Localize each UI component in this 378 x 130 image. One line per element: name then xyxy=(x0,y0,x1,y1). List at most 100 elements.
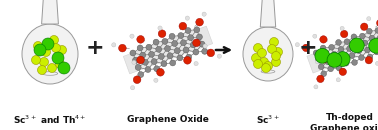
Circle shape xyxy=(367,54,373,60)
Circle shape xyxy=(207,49,215,57)
Circle shape xyxy=(302,44,310,52)
Circle shape xyxy=(132,60,136,64)
Circle shape xyxy=(178,33,184,38)
Circle shape xyxy=(327,53,342,67)
Circle shape xyxy=(146,44,152,50)
Circle shape xyxy=(137,35,144,43)
Circle shape xyxy=(199,41,205,47)
Circle shape xyxy=(356,48,362,54)
Circle shape xyxy=(338,46,344,52)
Circle shape xyxy=(251,54,260,63)
Circle shape xyxy=(151,59,157,64)
Circle shape xyxy=(196,18,203,26)
Circle shape xyxy=(372,42,377,48)
Circle shape xyxy=(190,42,196,48)
Circle shape xyxy=(362,40,368,46)
Circle shape xyxy=(263,61,273,70)
Circle shape xyxy=(186,54,192,60)
Circle shape xyxy=(203,44,207,48)
Circle shape xyxy=(42,38,54,50)
Circle shape xyxy=(359,55,364,60)
Circle shape xyxy=(315,60,319,64)
Circle shape xyxy=(37,66,46,74)
Circle shape xyxy=(130,86,135,90)
Polygon shape xyxy=(307,27,378,73)
Circle shape xyxy=(349,38,364,53)
Circle shape xyxy=(217,54,222,58)
Circle shape xyxy=(375,28,378,33)
Circle shape xyxy=(158,30,166,38)
Text: Sc$^{3+}$ and Th$^{4+}$: Sc$^{3+}$ and Th$^{4+}$ xyxy=(13,114,87,126)
Circle shape xyxy=(343,60,349,66)
Circle shape xyxy=(329,44,335,50)
Circle shape xyxy=(375,61,378,66)
Circle shape xyxy=(138,72,144,77)
Circle shape xyxy=(359,33,365,39)
Circle shape xyxy=(154,78,158,82)
Circle shape xyxy=(137,45,143,51)
Text: +: + xyxy=(299,38,317,58)
Circle shape xyxy=(364,47,370,53)
Circle shape xyxy=(174,48,180,54)
Circle shape xyxy=(158,54,164,60)
Circle shape xyxy=(257,48,266,57)
Circle shape xyxy=(193,39,200,47)
Circle shape xyxy=(149,51,155,57)
Circle shape xyxy=(373,40,378,47)
Circle shape xyxy=(341,30,348,38)
Circle shape xyxy=(352,60,358,65)
Circle shape xyxy=(185,28,191,33)
Circle shape xyxy=(112,43,116,47)
Circle shape xyxy=(336,65,342,71)
Circle shape xyxy=(145,67,151,73)
Circle shape xyxy=(58,62,70,74)
Circle shape xyxy=(254,60,262,69)
Circle shape xyxy=(170,60,176,66)
Circle shape xyxy=(167,53,173,59)
Circle shape xyxy=(169,33,175,39)
Circle shape xyxy=(318,64,324,70)
Circle shape xyxy=(339,68,347,76)
Circle shape xyxy=(194,27,200,33)
Ellipse shape xyxy=(22,24,78,84)
Circle shape xyxy=(366,28,372,34)
Circle shape xyxy=(328,66,333,72)
Circle shape xyxy=(262,63,271,73)
Text: Graphene Oxide: Graphene Oxide xyxy=(127,115,209,125)
Circle shape xyxy=(31,56,40,64)
Circle shape xyxy=(143,59,148,65)
Circle shape xyxy=(271,51,280,60)
Circle shape xyxy=(52,52,64,64)
Circle shape xyxy=(179,22,187,30)
Circle shape xyxy=(316,57,322,63)
Circle shape xyxy=(133,76,141,84)
Circle shape xyxy=(164,46,170,51)
Circle shape xyxy=(193,49,199,55)
Circle shape xyxy=(184,57,191,64)
Circle shape xyxy=(51,44,60,53)
Circle shape xyxy=(320,36,327,43)
Circle shape xyxy=(325,59,331,65)
Circle shape xyxy=(268,44,276,54)
Circle shape xyxy=(39,57,48,67)
Circle shape xyxy=(347,46,352,51)
Circle shape xyxy=(34,41,42,50)
Circle shape xyxy=(135,64,141,70)
Circle shape xyxy=(369,38,378,53)
Circle shape xyxy=(271,57,280,67)
Circle shape xyxy=(158,26,162,30)
Text: +: + xyxy=(86,38,104,58)
Circle shape xyxy=(341,53,346,59)
Ellipse shape xyxy=(243,27,293,81)
Circle shape xyxy=(180,40,186,46)
Circle shape xyxy=(56,60,65,69)
Circle shape xyxy=(315,48,330,63)
Circle shape xyxy=(156,46,162,52)
Circle shape xyxy=(172,41,178,46)
Circle shape xyxy=(320,45,326,51)
Circle shape xyxy=(344,39,350,45)
Circle shape xyxy=(197,34,202,40)
Circle shape xyxy=(365,57,373,64)
Circle shape xyxy=(48,63,56,73)
Circle shape xyxy=(34,44,46,56)
